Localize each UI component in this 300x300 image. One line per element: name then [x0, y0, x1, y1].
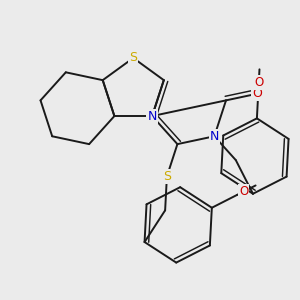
- Text: S: S: [129, 52, 137, 64]
- Text: O: O: [253, 87, 262, 100]
- Text: N: N: [210, 130, 219, 143]
- Text: O: O: [239, 185, 248, 198]
- Text: S: S: [163, 170, 171, 183]
- Text: O: O: [254, 76, 263, 89]
- Text: N: N: [148, 110, 157, 123]
